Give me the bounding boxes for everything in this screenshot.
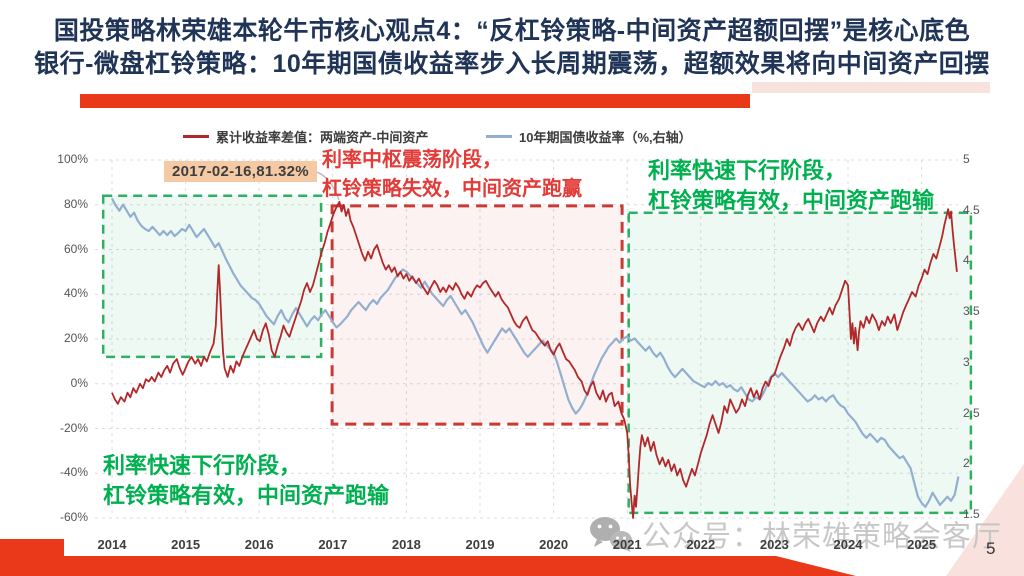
note-line: 利率中枢震荡阶段， [322,149,502,171]
page-title: 国投策略林荣雄本轮牛市核心观点4：“反杠铃策略-中间资产超额回摆”是核心底色 银… [0,15,1024,81]
bottom-ribbon-decor [0,539,856,576]
series-cgb-10y-yield [111,197,960,508]
legend-swatch-red-line [183,135,209,138]
title-line-2: 银行-微盘杠铃策略：10年期国债收益率步入长周期震荡，超额效果将向中间资产回摆 [34,50,990,78]
watermark-text: 公众号：林荣雄策略会客厅 [642,521,1003,553]
note-rate-oscillation-phase: 利率中枢震荡阶段， 杠铃策略失效，中间资产跑赢 [322,146,582,204]
legend-item-return-diff: 累计收益率差值：两端资产-中间资产 [183,127,428,146]
wechat-icon [590,517,632,552]
note-line: 杠铃策略有效，中间资产跑输 [103,483,390,508]
legend-label-yield: 10年期国债收益率（%,右轴） [519,130,692,145]
note-line: 利率快速下行阶段， [648,158,847,183]
legend-swatch-blue-line [486,135,512,138]
series-return-diff [111,200,958,519]
note-line: 利率快速下行阶段， [103,453,302,478]
note-rate-down-phase-left: 利率快速下行阶段， 杠铃策略有效，中间资产跑输 [103,451,389,511]
watermark: 公众号：林荣雄策略会客厅 [588,513,1002,555]
note-line: 杠铃策略有效，中间资产跑输 [648,188,935,213]
legend-item-yield: 10年期国债收益率（%,右轴） [486,127,692,146]
region-rate-oscillation [330,204,624,426]
region-rate-fast-down-2 [627,211,973,515]
page-number: 5 [986,539,996,558]
note-rate-down-phase-right: 利率快速下行阶段， 杠铃策略有效，中间资产跑输 [648,156,934,216]
title-underline-bar [80,94,750,108]
note-line: 杠铃策略失效，中间资产跑赢 [322,178,582,200]
peak-value-label: 2017-02-16,81.32% [164,161,317,182]
legend-label-return-diff: 累计收益率差值：两端资产-中间资产 [216,130,429,145]
top-right-decor-strip [752,82,990,93]
title-line-1: 国投策略林荣雄本轮牛市核心观点4：“反杠铃策略-中间资产超额回摆”是核心底色 [53,17,971,45]
region-rate-fast-down-1 [101,194,323,359]
